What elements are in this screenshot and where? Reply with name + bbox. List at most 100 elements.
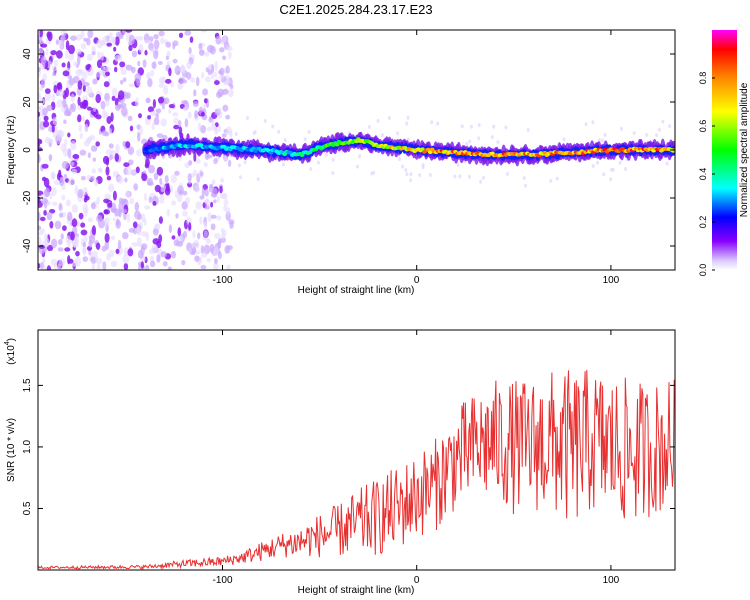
noise-blob <box>54 220 62 230</box>
noise-blob <box>277 129 281 134</box>
noise-blob <box>38 36 42 45</box>
noise-blob <box>216 196 220 203</box>
noise-blob <box>64 247 71 252</box>
noise-blob <box>165 41 172 48</box>
noise-blob <box>198 43 203 50</box>
noise-blob <box>190 77 196 83</box>
noise-blob <box>96 71 101 78</box>
noise-blob <box>138 35 144 41</box>
noise-blob <box>157 61 163 65</box>
noise-blob <box>38 147 43 152</box>
noise-blob <box>214 60 218 71</box>
noise-blob <box>632 131 636 136</box>
noise-blob <box>132 221 138 229</box>
noise-blob <box>123 162 130 168</box>
noise-blob <box>110 112 114 122</box>
noise-blob <box>156 254 161 263</box>
noise-blob <box>82 186 88 196</box>
noise-blob <box>597 138 601 143</box>
noise-blob <box>456 163 460 167</box>
noise-blob <box>110 260 118 268</box>
noise-blob <box>220 178 225 183</box>
x-tick-label: -100 <box>212 275 232 286</box>
noise-blob <box>68 44 75 55</box>
noise-blob <box>225 206 230 216</box>
spectrogram-x-ticks: -100 0 100 <box>212 30 620 286</box>
noise-blob <box>104 66 111 71</box>
noise-blob <box>50 50 57 56</box>
noise-blob <box>67 211 73 222</box>
noise-blob <box>170 174 177 184</box>
noise-blob <box>130 169 137 176</box>
noise-blob <box>217 240 222 249</box>
y-tick-label: 1.5 <box>22 378 33 392</box>
noise-blob <box>197 122 202 131</box>
noise-blob <box>52 71 57 77</box>
noise-blob <box>138 113 142 119</box>
noise-blob <box>96 39 103 49</box>
noise-blob <box>282 162 285 167</box>
noise-blob <box>303 137 307 142</box>
noise-blob <box>225 114 231 120</box>
noise-blob <box>46 211 53 221</box>
noise-blob <box>145 97 151 104</box>
noise-blob <box>225 126 232 136</box>
noise-blob <box>51 124 55 133</box>
noise-blob <box>237 163 241 168</box>
snr-y-scale: (x104) <box>4 338 17 365</box>
noise-blob <box>131 50 138 58</box>
noise-blob <box>149 111 156 116</box>
noise-blob <box>152 200 157 206</box>
noise-blob <box>67 132 71 138</box>
noise-blob <box>78 124 82 133</box>
noise-blob <box>50 171 56 180</box>
noise-blob <box>212 262 219 270</box>
noise-blob <box>116 104 124 109</box>
noise-blob <box>213 72 218 78</box>
noise-blob <box>372 170 376 175</box>
noise-blob <box>172 43 176 50</box>
noise-blob <box>62 98 67 108</box>
noise-blob <box>68 52 75 61</box>
noise-blob <box>168 224 173 234</box>
noise-blob <box>118 90 125 100</box>
noise-blob <box>56 129 63 138</box>
noise-blob <box>661 119 665 124</box>
noise-blob <box>68 177 75 186</box>
noise-blob <box>657 127 661 132</box>
noise-blob <box>479 179 483 184</box>
noise-blob <box>111 235 116 240</box>
noise-blob <box>44 88 51 94</box>
noise-blob <box>95 242 101 250</box>
noise-blob <box>668 124 672 129</box>
noise-blob <box>172 112 179 117</box>
noise-blob <box>38 231 43 236</box>
noise-blob <box>51 93 56 103</box>
noise-blob <box>115 143 120 154</box>
noise-blob <box>80 222 86 228</box>
noise-blob <box>121 106 128 117</box>
noise-blob <box>405 172 409 177</box>
x-tick-label: 0 <box>414 275 420 286</box>
noise-blob <box>50 258 58 266</box>
noise-blob <box>91 225 96 236</box>
noise-blob <box>209 45 216 55</box>
noise-blob <box>227 159 232 167</box>
noise-blob <box>137 242 143 247</box>
noise-blob <box>72 154 80 159</box>
noise-blob <box>61 194 66 201</box>
noise-blob <box>83 197 88 203</box>
noise-blob <box>120 68 127 76</box>
noise-blob <box>428 173 432 177</box>
noise-blob <box>496 140 500 145</box>
noise-blob <box>229 221 234 229</box>
noise-blob <box>205 237 211 244</box>
noise-blob <box>125 141 131 149</box>
noise-blob <box>74 256 82 267</box>
noise-blob <box>195 158 201 164</box>
noise-blob <box>61 160 69 170</box>
noise-blob <box>163 97 170 105</box>
noise-blob <box>208 64 213 70</box>
noise-blob <box>96 214 103 223</box>
noise-blob <box>40 78 46 89</box>
